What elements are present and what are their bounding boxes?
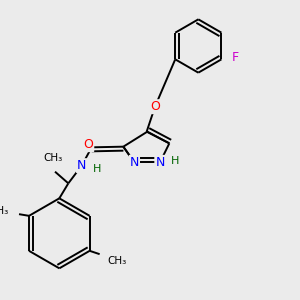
Text: F: F [232,51,239,64]
Text: CH₃: CH₃ [0,206,9,217]
Text: H: H [92,164,101,174]
Text: H: H [171,156,179,166]
Text: CH₃: CH₃ [107,256,127,266]
Text: O: O [83,138,93,151]
Text: N: N [77,159,86,172]
Text: O: O [150,100,160,113]
Text: CH₃: CH₃ [44,153,63,163]
Text: N: N [155,156,165,169]
Text: N: N [130,156,139,169]
